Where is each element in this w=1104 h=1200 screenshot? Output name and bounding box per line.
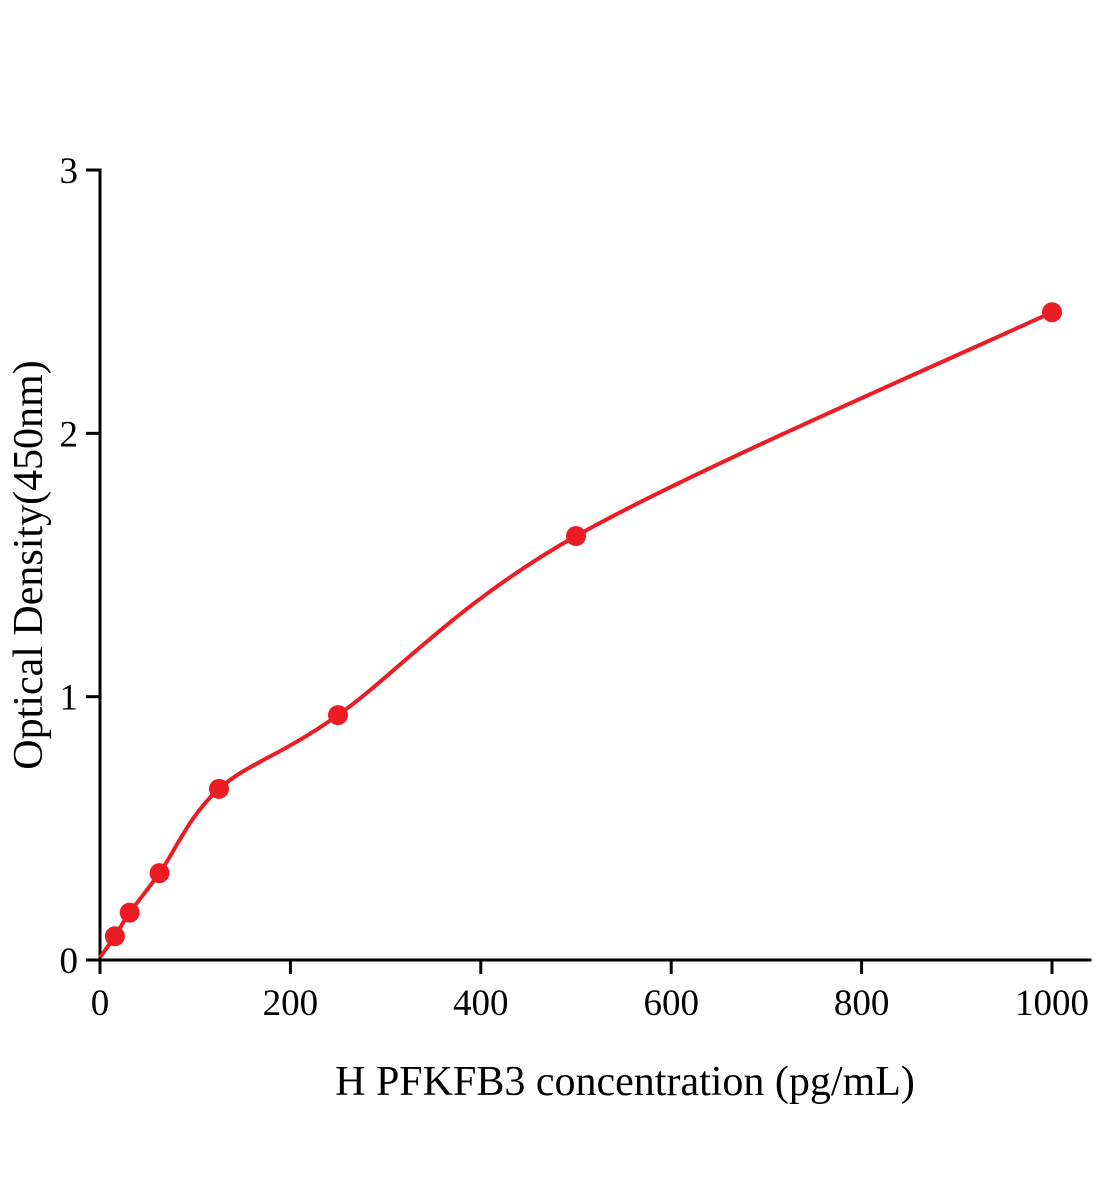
data-point (149, 863, 170, 884)
data-point (566, 526, 586, 547)
x-tick-label: 0 (91, 983, 110, 1024)
data-point (1042, 302, 1062, 323)
y-axis-title: Optical Density(450nm) (6, 360, 52, 769)
data-point (328, 705, 348, 726)
axes (98, 168, 1092, 962)
y-tick-label: 0 (60, 941, 79, 982)
y-tick-label: 3 (60, 151, 79, 192)
x-tick-label: 200 (263, 983, 319, 1024)
x-tick-label: 600 (643, 983, 699, 1024)
y-tick-label: 2 (60, 414, 79, 455)
plot-area: 0 1 2 3 0 200 400 600 800 1000 (60, 151, 1092, 1024)
data-point (209, 778, 229, 799)
x-tick-label: 400 (453, 983, 509, 1024)
data-point (119, 902, 140, 923)
y-tick-label: 1 (60, 678, 79, 719)
fitted-curve (98, 310, 1053, 959)
x-tick-label: 1000 (1015, 983, 1089, 1024)
x-axis-title: H PFKFB3 concentration (pg/mL) (335, 1059, 915, 1105)
data-point (104, 926, 125, 947)
x-tick-label: 800 (834, 983, 890, 1024)
